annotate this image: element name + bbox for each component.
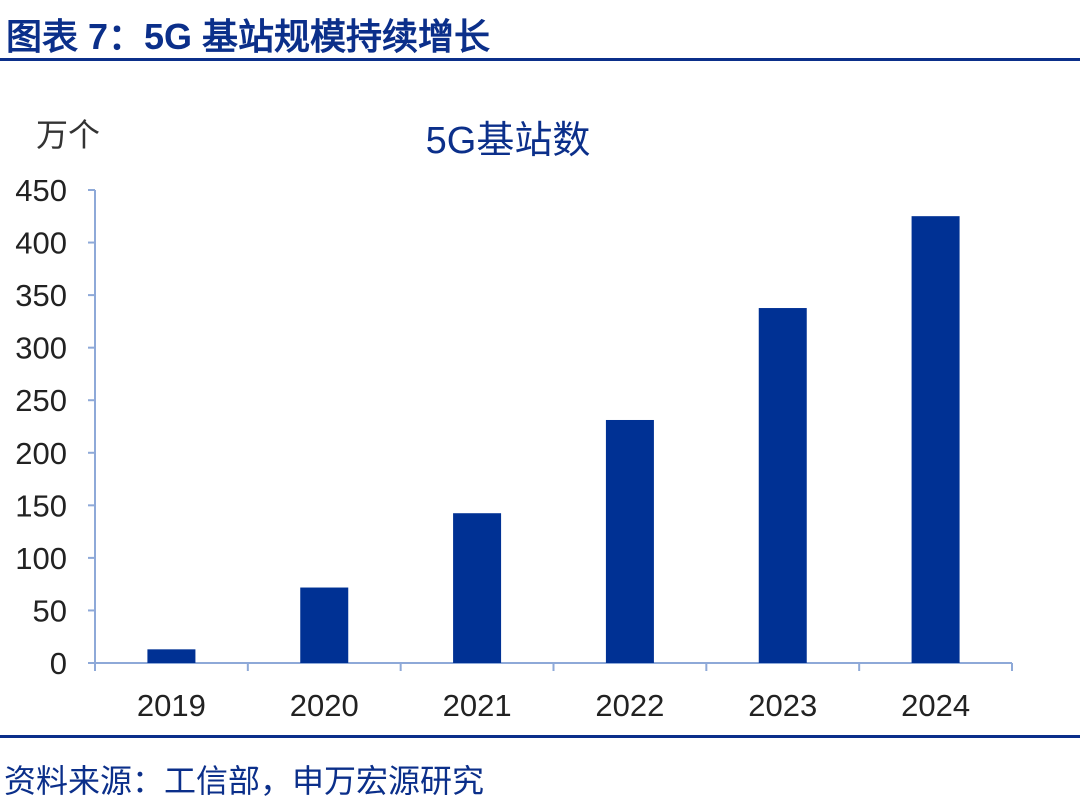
title-divider (0, 58, 1080, 61)
chart-title: 5G基站数 (426, 120, 591, 162)
y-tick-label: 250 (15, 383, 67, 418)
y-tick-label: 400 (15, 226, 67, 261)
x-tick-label: 2024 (901, 688, 970, 723)
bar-2022 (605, 419, 654, 663)
bar-2021 (453, 513, 502, 663)
bar-2020 (300, 587, 349, 663)
y-axis-unit-label: 万个 (36, 117, 100, 153)
source-divider (0, 735, 1080, 738)
source-note: 资料来源：工信部，申万宏源研究 (4, 763, 485, 799)
bar-2024 (911, 216, 960, 663)
y-tick-label: 300 (15, 331, 67, 366)
x-tick-label: 2021 (443, 688, 512, 723)
bar-2019 (147, 649, 196, 663)
y-tick-label: 100 (15, 541, 67, 576)
y-tick-label: 350 (15, 278, 67, 313)
x-tick-label: 2023 (748, 688, 817, 723)
y-tick-label: 0 (50, 646, 67, 681)
figure-title: 图表 7：5G 基站规模持续增长 (6, 16, 491, 57)
bar-2023 (758, 308, 807, 663)
x-tick-label: 2020 (290, 688, 359, 723)
y-tick-label: 450 (15, 173, 67, 208)
y-tick-label: 150 (15, 488, 67, 523)
y-tick-label: 50 (33, 593, 67, 628)
x-tick-label: 2022 (595, 688, 664, 723)
x-tick-label: 2019 (137, 688, 206, 723)
y-tick-label: 200 (15, 436, 67, 471)
